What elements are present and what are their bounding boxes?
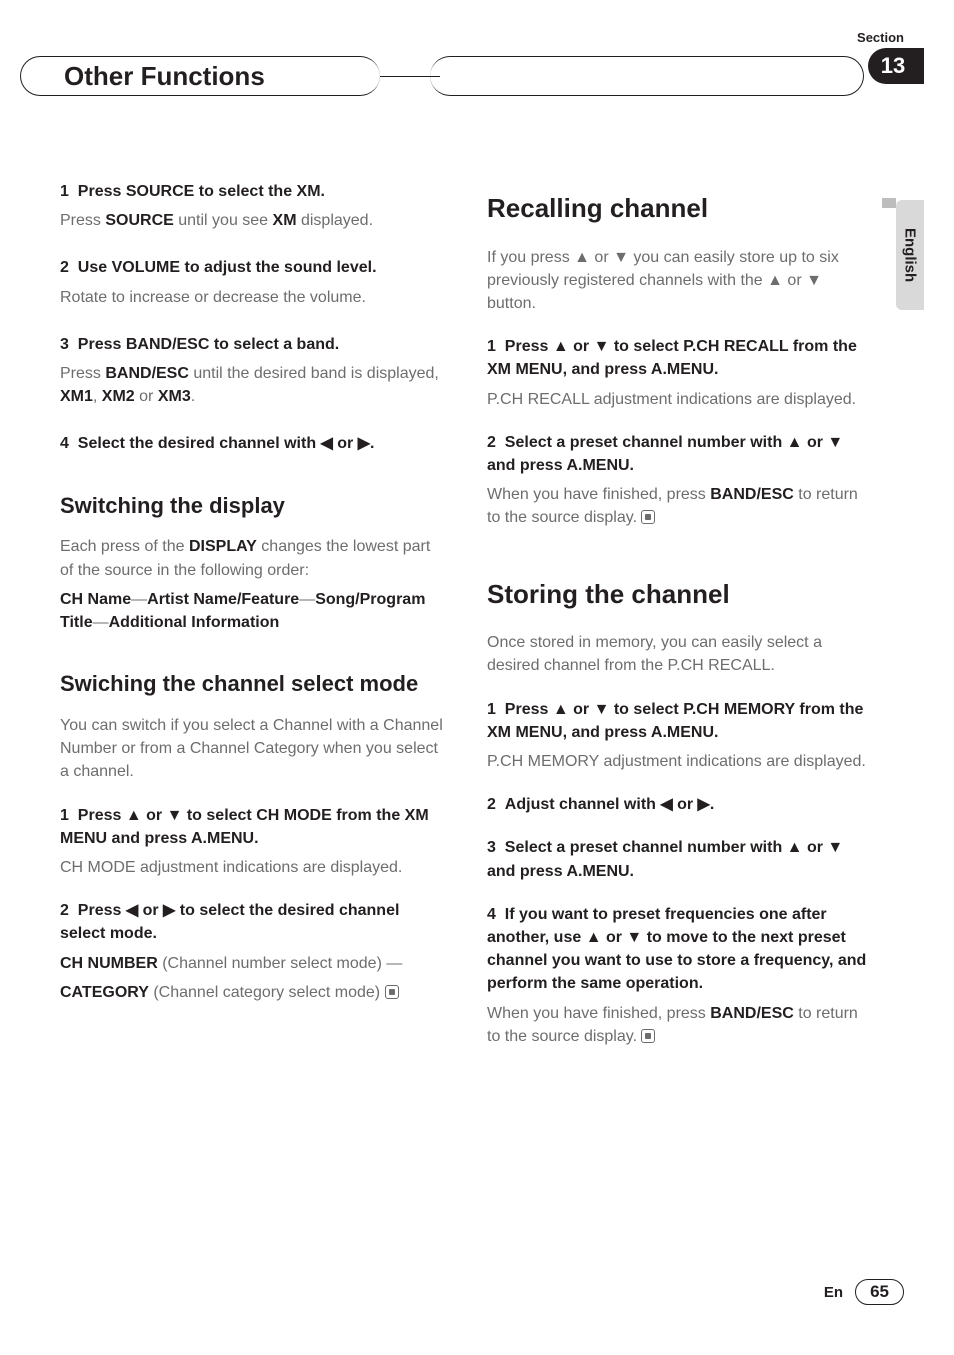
step-1: 1 Press SOURCE to select the XM. Press S… bbox=[60, 180, 447, 232]
footer: En 65 bbox=[824, 1279, 904, 1305]
title-capsule: Other Functions bbox=[20, 56, 265, 96]
swiching-mode: Swiching the channel select mode You can… bbox=[60, 668, 447, 1004]
end-mark-icon bbox=[641, 510, 655, 524]
storing-title: Storing the channel bbox=[487, 576, 874, 614]
recalling-channel: Recalling channel If you press ▲ or ▼ yo… bbox=[487, 190, 874, 530]
language-tab-label: English bbox=[902, 228, 919, 282]
recalling-title: Recalling channel bbox=[487, 190, 874, 228]
footer-lang: En bbox=[824, 1284, 843, 1301]
content-columns: 1 Press SOURCE to select the XM. Press S… bbox=[60, 180, 874, 1235]
switching-display: Switching the display Each press of the … bbox=[60, 490, 447, 635]
page-number: 65 bbox=[855, 1279, 904, 1305]
right-column: Recalling channel If you press ▲ or ▼ yo… bbox=[487, 180, 874, 1235]
swiching-mode-title: Swiching the channel select mode bbox=[60, 668, 447, 700]
end-mark-icon bbox=[641, 1029, 655, 1043]
step-2: 2 Use VOLUME to adjust the sound level. … bbox=[60, 256, 447, 308]
section-label: Section bbox=[857, 30, 904, 45]
step-3: 3 Press BAND/ESC to select a band. Press… bbox=[60, 333, 447, 409]
step-4: 4 Select the desired channel with ◀ or ▶… bbox=[60, 432, 447, 455]
header-right-capsule bbox=[430, 56, 864, 96]
left-column: 1 Press SOURCE to select the XM. Press S… bbox=[60, 180, 447, 1235]
language-tab: English bbox=[896, 200, 924, 310]
page-title: Other Functions bbox=[20, 61, 265, 92]
end-mark-icon bbox=[385, 985, 399, 999]
storing-channel: Storing the channel Once stored in memor… bbox=[487, 576, 874, 1048]
switching-display-title: Switching the display bbox=[60, 490, 447, 522]
page: Section 13 Other Functions English 1 Pre… bbox=[0, 0, 954, 1355]
